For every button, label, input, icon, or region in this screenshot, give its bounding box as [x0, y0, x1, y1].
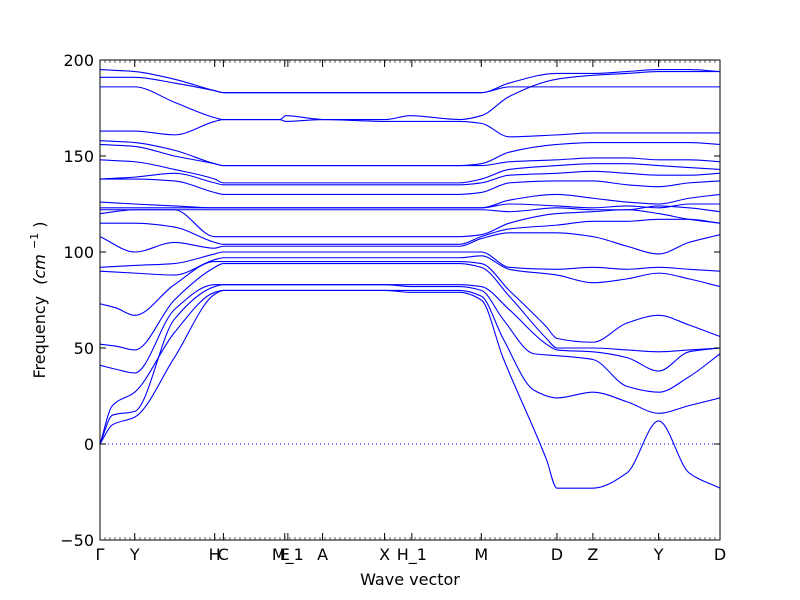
branch-line-15 [100, 178, 720, 195]
branch-line-5 [100, 262, 720, 353]
branch-line-4 [100, 284, 720, 374]
x-tick-label: X [379, 545, 390, 564]
x-tick-label: D [551, 545, 563, 564]
y-axis-label-main: Frequency [30, 296, 49, 379]
x-axis-label: Wave vector [360, 570, 460, 589]
x-tick-label: M [474, 545, 488, 564]
x-tick-label: M_1 [272, 545, 304, 565]
tick-label-layer: −50 0 50 100 150 200 Γ Y HC EM_1 A X H_1 M D Z Y D [60, 51, 726, 565]
y-tick-label: 50 [74, 339, 94, 358]
branch-line-10 [100, 218, 720, 245]
x-tick-label: C [218, 545, 229, 564]
branch-line-1 [100, 289, 720, 489]
branch-line-17 [100, 159, 720, 184]
branch-line-20 [100, 118, 720, 138]
y-tick-label: 150 [63, 147, 94, 166]
y-tick-label: 200 [63, 51, 94, 70]
branch-line-21 [100, 70, 720, 121]
x-tick-label: Z [587, 545, 598, 564]
y-axis-label-exponent: −1 [28, 233, 41, 249]
x-tick-label: H_1 [397, 545, 427, 565]
y-axis-label-close: ) [30, 221, 49, 227]
branch-line-16 [100, 170, 720, 186]
series-layer [100, 69, 720, 489]
branch-line-7 [100, 255, 720, 288]
tick-layer [99, 59, 721, 541]
x-tick-label: Y [653, 545, 664, 564]
branch-line-3 [100, 284, 720, 445]
x-tick-label: D [714, 545, 726, 564]
branch-line-14 [100, 193, 720, 209]
y-axis-label: Frequency (cm −1 ) [23, 221, 49, 378]
branch-line-9 [100, 232, 720, 255]
branch-line-8 [100, 251, 720, 272]
x-tick-label: H [209, 545, 221, 564]
x-tick-label: A [317, 545, 328, 564]
y-axis-label-unit: (cm [30, 254, 49, 285]
branch-line-2 [100, 289, 720, 445]
x-tick-label: E [280, 545, 290, 564]
branch-line-12 [100, 205, 720, 213]
y-tick-label: 0 [84, 435, 94, 454]
branch-line-6 [100, 261, 720, 343]
branch-line-19 [100, 140, 720, 167]
x-tick-label: Y [129, 545, 140, 564]
y-tick-label: −50 [60, 531, 94, 550]
x-tick-label: Γ [96, 545, 105, 564]
branch-line-23 [100, 69, 720, 94]
y-tick-label: 100 [63, 243, 94, 262]
